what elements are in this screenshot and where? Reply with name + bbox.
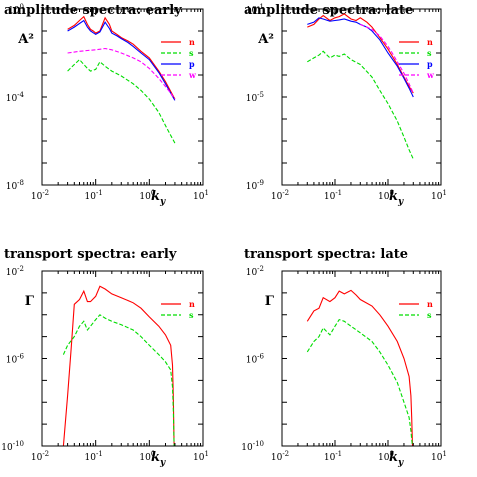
legend-label-s: s [427,310,432,320]
x-axis-label-subscript: y [159,197,166,207]
y-tick-exponent: -5 [257,91,264,99]
plot-frame [41,8,204,186]
legend-label-n: n [189,299,195,309]
x-tick-exponent: -2 [42,189,49,197]
legend-label-s: s [189,310,194,320]
chart-title: transport spectra: late [244,247,408,262]
series-line-p [307,17,414,98]
x-tick-exponent: 0 [151,189,155,197]
x-tick-exponent: -2 [42,450,49,458]
y-tick-exponent: -2 [17,265,24,273]
y-axis-label: A² [17,32,34,47]
series-line-w [67,47,176,100]
x-tick-label: 10-2 [271,189,289,202]
x-axis-label: ky [389,450,404,468]
x-tick-label: 10-2 [271,450,289,463]
x-tick-exponent: 1 [204,189,208,197]
y-tick-exponent: -6 [257,353,264,361]
y-tick-label: 10-2 [6,265,24,278]
y-tick-label: 10-5 [246,91,264,104]
y-tick-exponent: -8 [17,179,24,187]
y-tick-label: 10-6 [246,353,265,366]
series-line-s [306,318,414,446]
x-tick-exponent: -1 [335,450,342,458]
plot-frame [281,270,442,447]
x-tick-label: 101 [431,450,447,463]
y-tick-label: 10-9 [246,179,264,192]
legend-label-p: p [189,59,195,69]
x-tick-exponent: 0 [151,450,155,458]
series-line-p [67,19,176,101]
x-tick-label: 10-2 [31,450,49,463]
y-tick-exponent: -4 [17,91,24,99]
legend-label-w: w [426,70,435,80]
y-tick-label: 10-10 [241,440,264,453]
plot-frame [41,270,204,447]
y-tick-label: 10-6 [6,353,25,366]
x-tick-exponent: 0 [389,450,393,458]
y-tick-label: 10-4 [6,91,25,104]
series-line-n [306,289,414,446]
legend-label-w: w [188,70,197,80]
x-tick-exponent: -1 [96,450,103,458]
legend-label-s: s [427,48,432,58]
x-tick-label: 101 [193,450,209,463]
y-axis-label: A² [257,32,274,47]
x-tick-label: 10-1 [85,450,103,463]
y-tick-exponent: -2 [257,265,264,273]
series-line-s [67,58,176,144]
chart-title: transport spectra: early [4,247,177,262]
y-tick-exponent: -10 [253,440,264,448]
x-tick-label: 10-1 [324,450,342,463]
legend-label-n: n [427,37,433,47]
x-axis-label: ky [151,189,166,207]
series-line-n [67,15,176,100]
x-tick-exponent: 1 [442,450,446,458]
x-tick-exponent: -2 [282,450,289,458]
chart-title: amplitude spectra: late [244,3,413,18]
x-tick-exponent: -2 [282,189,289,197]
plot-frame [281,8,442,186]
x-axis-label: ky [151,450,166,468]
y-axis-label: Γ [25,294,35,309]
x-tick-label: 101 [193,189,209,202]
x-axis-label-subscript: y [159,458,166,468]
x-axis-label-subscript: y [397,197,404,207]
y-tick-exponent: 0 [20,3,24,11]
series-line-n [307,13,414,94]
legend-label-n: n [189,37,195,47]
legend-label-n: n [427,299,433,309]
y-tick-exponent: -6 [17,353,24,361]
y-tick-exponent: -9 [257,179,264,187]
y-tick-exponent: -1 [257,3,264,11]
x-tick-exponent: 1 [204,450,208,458]
legend-label-s: s [189,48,194,58]
x-tick-exponent: 0 [389,189,393,197]
y-tick-label: 10-2 [246,265,264,278]
y-tick-label: 10-8 [6,179,24,192]
series-line-s [62,314,175,446]
y-tick-exponent: -10 [13,440,24,448]
x-tick-exponent: 1 [442,189,446,197]
x-tick-exponent: -1 [96,189,103,197]
series-line-w [360,23,414,94]
x-tick-exponent: -1 [335,189,342,197]
x-tick-label: 10-2 [31,189,49,202]
y-axis-label: Γ [265,294,275,309]
x-tick-label: 10-1 [324,189,342,202]
x-tick-label: 101 [431,189,447,202]
x-axis-label: ky [389,189,404,207]
legend-label-p: p [427,59,433,69]
y-tick-label: 10-10 [1,440,24,453]
x-axis-label-subscript: y [397,458,404,468]
series-line-n [62,285,175,446]
x-tick-label: 10-1 [85,189,103,202]
